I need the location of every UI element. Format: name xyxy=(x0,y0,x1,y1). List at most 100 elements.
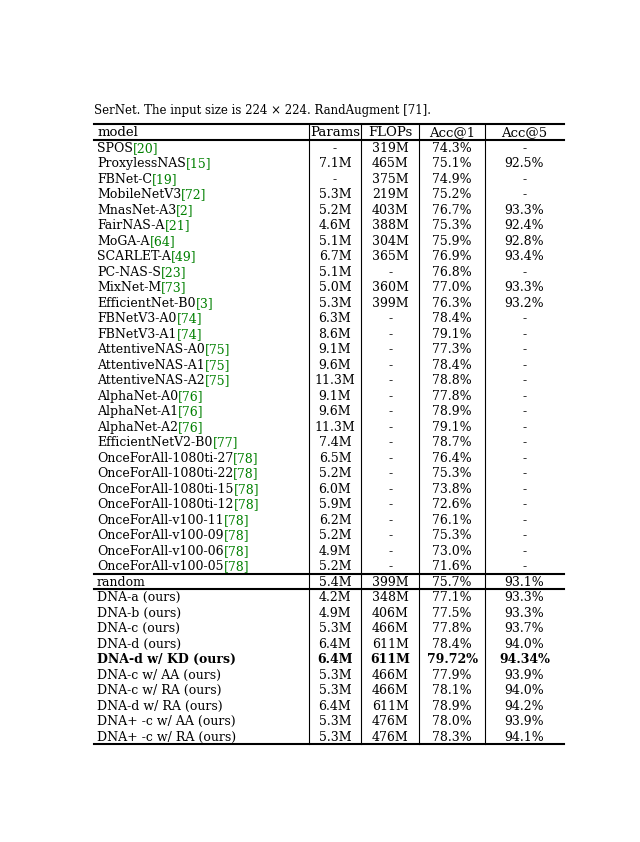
Text: 94.1%: 94.1% xyxy=(504,731,545,744)
Text: -: - xyxy=(388,421,392,434)
Text: 78.4%: 78.4% xyxy=(432,359,472,372)
Text: 93.3%: 93.3% xyxy=(504,204,545,216)
Text: AlphaNet-A2: AlphaNet-A2 xyxy=(97,421,178,434)
Text: 6.4M: 6.4M xyxy=(317,653,353,666)
Text: model: model xyxy=(97,126,138,139)
Text: OnceForAll-v100-06: OnceForAll-v100-06 xyxy=(97,545,223,558)
Text: 403M: 403M xyxy=(372,204,409,216)
Text: DNA-d w/ KD (ours): DNA-d w/ KD (ours) xyxy=(97,653,236,666)
Text: 5.2M: 5.2M xyxy=(319,467,351,480)
Text: DNA-d w/ RA (ours): DNA-d w/ RA (ours) xyxy=(97,700,223,713)
Text: -: - xyxy=(522,421,527,434)
Text: 4.2M: 4.2M xyxy=(319,591,351,605)
Text: 71.6%: 71.6% xyxy=(432,561,472,573)
Text: [76]: [76] xyxy=(178,421,204,434)
Text: [49]: [49] xyxy=(171,250,196,264)
Text: 6.0M: 6.0M xyxy=(319,482,351,496)
Text: 7.1M: 7.1M xyxy=(319,157,351,170)
Text: 375M: 375M xyxy=(372,173,409,186)
Text: 5.4M: 5.4M xyxy=(319,576,351,589)
Text: 75.7%: 75.7% xyxy=(432,576,472,589)
Text: -: - xyxy=(388,545,392,558)
Text: [74]: [74] xyxy=(177,328,202,341)
Text: 75.3%: 75.3% xyxy=(432,530,472,542)
Text: -: - xyxy=(388,561,392,573)
Text: FLOPs: FLOPs xyxy=(368,126,413,139)
Text: 75.2%: 75.2% xyxy=(432,189,472,201)
Text: PC-NAS-S: PC-NAS-S xyxy=(97,266,161,279)
Text: 94.2%: 94.2% xyxy=(505,700,544,713)
Text: 388M: 388M xyxy=(372,219,409,232)
Text: DNA-c w/ AA (ours): DNA-c w/ AA (ours) xyxy=(97,669,221,682)
Text: 76.8%: 76.8% xyxy=(432,266,472,279)
Text: [64]: [64] xyxy=(150,235,175,248)
Text: [15]: [15] xyxy=(186,157,211,170)
Text: 73.8%: 73.8% xyxy=(432,482,472,496)
Text: -: - xyxy=(388,328,392,341)
Text: 93.1%: 93.1% xyxy=(504,576,545,589)
Text: 93.2%: 93.2% xyxy=(505,296,544,310)
Text: 79.1%: 79.1% xyxy=(432,328,472,341)
Text: 75.1%: 75.1% xyxy=(432,157,472,170)
Text: 9.6M: 9.6M xyxy=(319,359,351,372)
Text: 9.1M: 9.1M xyxy=(319,390,351,402)
Text: -: - xyxy=(388,452,392,465)
Text: 5.3M: 5.3M xyxy=(319,731,351,744)
Text: MoGA-A: MoGA-A xyxy=(97,235,150,248)
Text: -: - xyxy=(388,344,392,356)
Text: [78]: [78] xyxy=(223,545,250,558)
Text: 4.6M: 4.6M xyxy=(319,219,351,232)
Text: MobileNetV3: MobileNetV3 xyxy=(97,189,181,201)
Text: 5.1M: 5.1M xyxy=(319,266,351,279)
Text: OnceForAll-v100-09: OnceForAll-v100-09 xyxy=(97,530,223,542)
Text: SPOS: SPOS xyxy=(97,141,133,155)
Text: -: - xyxy=(522,405,527,418)
Text: 78.4%: 78.4% xyxy=(432,638,472,651)
Text: [2]: [2] xyxy=(176,204,194,216)
Text: 11.3M: 11.3M xyxy=(315,375,355,387)
Text: 73.0%: 73.0% xyxy=(432,545,472,558)
Text: 219M: 219M xyxy=(372,189,409,201)
Text: 5.3M: 5.3M xyxy=(319,685,351,697)
Text: 93.3%: 93.3% xyxy=(504,591,545,605)
Text: 92.8%: 92.8% xyxy=(505,235,544,248)
Text: Acc@5: Acc@5 xyxy=(501,126,548,139)
Text: 466M: 466M xyxy=(372,622,409,636)
Text: -: - xyxy=(388,312,392,325)
Text: 77.8%: 77.8% xyxy=(432,622,472,636)
Text: 5.2M: 5.2M xyxy=(319,204,351,216)
Text: 476M: 476M xyxy=(372,716,409,728)
Text: [74]: [74] xyxy=(177,312,202,325)
Text: -: - xyxy=(522,344,527,356)
Text: 5.1M: 5.1M xyxy=(319,235,351,248)
Text: [76]: [76] xyxy=(178,390,204,402)
Text: -: - xyxy=(522,173,527,186)
Text: 5.3M: 5.3M xyxy=(319,296,351,310)
Text: OnceForAll-1080ti-27: OnceForAll-1080ti-27 xyxy=(97,452,234,465)
Text: 78.7%: 78.7% xyxy=(432,436,472,450)
Text: -: - xyxy=(522,452,527,465)
Text: 5.3M: 5.3M xyxy=(319,669,351,682)
Text: 476M: 476M xyxy=(372,731,409,744)
Text: FBNet-C: FBNet-C xyxy=(97,173,152,186)
Text: 365M: 365M xyxy=(372,250,409,264)
Text: FairNAS-A: FairNAS-A xyxy=(97,219,164,232)
Text: [75]: [75] xyxy=(205,359,230,372)
Text: 94.0%: 94.0% xyxy=(504,638,545,651)
Text: 6.5M: 6.5M xyxy=(319,452,351,465)
Text: 5.2M: 5.2M xyxy=(319,561,351,573)
Text: 77.3%: 77.3% xyxy=(432,344,472,356)
Text: 9.6M: 9.6M xyxy=(319,405,351,418)
Text: 78.0%: 78.0% xyxy=(432,716,472,728)
Text: FBNetV3-A1: FBNetV3-A1 xyxy=(97,328,177,341)
Text: EfficientNet-B0: EfficientNet-B0 xyxy=(97,296,196,310)
Text: -: - xyxy=(522,390,527,402)
Text: -: - xyxy=(388,436,392,450)
Text: 75.3%: 75.3% xyxy=(432,219,472,232)
Text: 466M: 466M xyxy=(372,685,409,697)
Text: [78]: [78] xyxy=(234,498,259,511)
Text: 304M: 304M xyxy=(372,235,409,248)
Text: 360M: 360M xyxy=(372,281,409,294)
Text: -: - xyxy=(388,514,392,527)
Text: 6.4M: 6.4M xyxy=(319,700,351,713)
